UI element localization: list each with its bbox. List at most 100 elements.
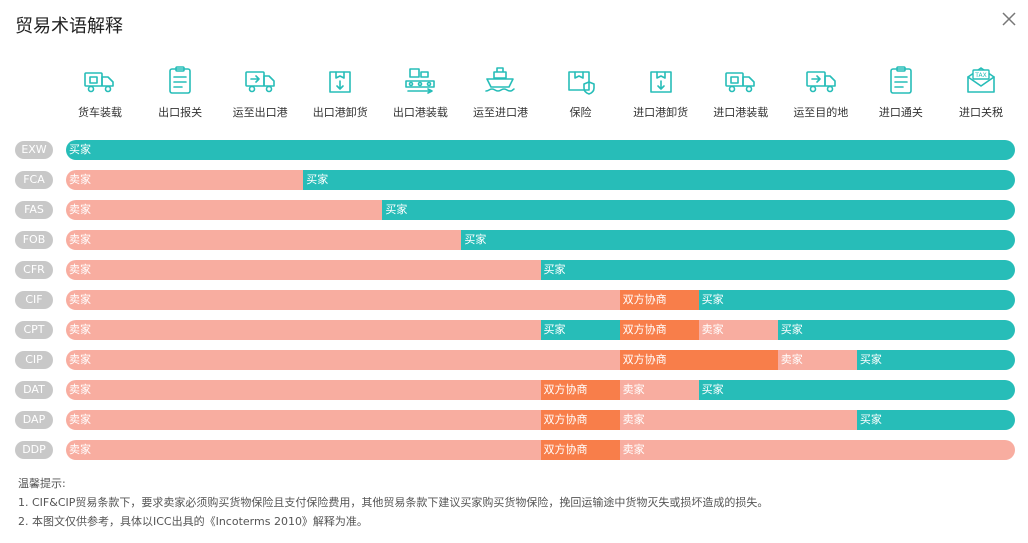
chart-row-fca: FCA 卖家 买家	[0, 170, 1028, 190]
insured-box-icon	[567, 71, 595, 95]
bar-segment-buyer: 买家	[303, 170, 1015, 190]
bar-segment-negotiated: 双方协商	[540, 440, 620, 460]
term-badge: CIF	[15, 291, 53, 309]
step-5: 出口港装载	[375, 64, 465, 120]
chart-row-fas: FAS 卖家 买家	[0, 200, 1028, 220]
step-label: 保险	[569, 106, 592, 119]
chart-row-ddp: DDP 卖家 双方协商 卖家	[0, 440, 1028, 460]
bar-segment-buyer: 买家	[698, 380, 1015, 400]
step-10: 运至目的地	[776, 64, 866, 120]
bar-segment-seller: 卖家	[66, 380, 541, 400]
step-label: 运至出口港	[232, 106, 288, 119]
chart-row-cip: CIP 卖家 双方协商 卖家 买家	[0, 350, 1028, 370]
responsibility-bar: 卖家 买家	[66, 260, 1015, 280]
responsibility-bar: 卖家 买家 双方协商 卖家 买家	[66, 320, 1015, 340]
clipboard-icon	[890, 66, 912, 94]
step-header: 货车装载 出口报关 运至出口港 出口港卸货 出口港装载 运至进口港 保险 进口港卸货 进口港装载…	[0, 64, 1028, 124]
term-badge: CPT	[15, 321, 53, 339]
svg-text:TAX: TAX	[974, 72, 986, 79]
responsibility-bar: 卖家 买家	[66, 230, 1015, 250]
step-label: 出口港装载	[392, 106, 448, 119]
term-badge: EXW	[15, 141, 53, 159]
bar-segment-buyer: 买家	[777, 320, 1015, 340]
chart-row-exw: EXW 买家	[0, 140, 1028, 160]
bar-segment-seller: 卖家	[66, 200, 383, 220]
term-badge: DAP	[15, 411, 53, 429]
box-unload-icon	[329, 71, 352, 93]
term-badge: CIP	[15, 351, 53, 369]
chart-row-dap: DAP 卖家 双方协商 卖家 买家	[0, 410, 1028, 430]
term-badge: FAS	[15, 201, 53, 219]
bar-segment-seller: 卖家	[66, 410, 541, 430]
step-1: 货车装载	[55, 64, 145, 120]
box-unload-icon	[649, 71, 672, 93]
step-2: 出口报关	[135, 64, 225, 120]
bar-segment-seller: 卖家	[66, 170, 304, 190]
bar-segment-seller: 卖家	[66, 320, 541, 340]
bar-segment-buyer: 买家	[382, 200, 1015, 220]
notes-line-2: 2. 本图文仅供参考，具体以ICC出具的《Incoterms 2010》解释为准…	[18, 515, 368, 528]
clipboard-icon	[169, 66, 191, 94]
delivery-truck-icon	[806, 71, 836, 93]
step-7: 保险	[536, 64, 626, 120]
responsibility-bar: 卖家 买家	[66, 200, 1015, 220]
bar-segment-seller: 卖家	[619, 380, 699, 400]
chart-row-dat: DAT 卖家 双方协商 卖家 买家	[0, 380, 1028, 400]
chart-row-cif: CIF 卖家 双方协商 买家	[0, 290, 1028, 310]
bar-segment-seller: 卖家	[66, 290, 620, 310]
responsibility-bar: 买家	[66, 140, 1015, 160]
chart-row-fob: FOB 卖家 买家	[0, 230, 1028, 250]
step-3: 运至出口港	[215, 64, 305, 120]
step-label: 货车装载	[78, 106, 122, 119]
close-icon[interactable]	[1000, 10, 1018, 28]
step-label: 进口关税	[959, 106, 1003, 119]
term-badge: DDP	[15, 441, 53, 459]
step-label: 进口港装载	[713, 106, 769, 119]
step-8: 进口港卸货	[616, 64, 706, 120]
responsibility-bar: 卖家 双方协商 卖家 买家	[66, 380, 1015, 400]
step-label: 进口通关	[878, 106, 923, 119]
bar-segment-seller: 卖家	[66, 260, 541, 280]
step-12: TAX 进口关税	[936, 64, 1026, 120]
chart-row-cpt: CPT 卖家 买家 双方协商 卖家 买家	[0, 320, 1028, 340]
step-label: 运至目的地	[793, 106, 849, 119]
truck-loading-icon	[724, 72, 755, 93]
bar-segment-seller: 卖家	[66, 350, 620, 370]
responsibility-bar: 卖家 双方协商 卖家	[66, 440, 1015, 460]
bar-segment-seller: 卖家	[619, 410, 857, 430]
truck-loading-icon	[84, 72, 114, 93]
ship-icon	[485, 67, 516, 92]
bar-segment-seller: 卖家	[619, 440, 1015, 460]
notes-line-1: 1. CIF&CIP贸易条款下，要求卖家必须购买货物保险且支付保险费用，其他贸易…	[18, 496, 769, 509]
responsibility-bar: 卖家 买家	[66, 170, 1015, 190]
bar-segment-buyer: 买家	[698, 290, 1015, 310]
bar-segment-seller: 卖家	[66, 440, 541, 460]
bar-segment-buyer: 买家	[856, 410, 1015, 430]
term-badge: FOB	[15, 231, 53, 249]
bar-segment-seller: 卖家	[777, 350, 857, 370]
term-badge: FCA	[15, 171, 53, 189]
chart-row-cfr: CFR 卖家 买家	[0, 260, 1028, 280]
step-label: 运至进口港	[472, 106, 528, 119]
bar-segment-seller: 卖家	[66, 230, 462, 250]
step-label: 出口报关	[158, 106, 203, 119]
bar-segment-negotiated: 双方协商	[619, 350, 778, 370]
conveyor-icon	[405, 68, 436, 94]
responsibility-bar: 卖家 双方协商 卖家 买家	[66, 350, 1015, 370]
step-4: 出口港卸货	[295, 64, 385, 120]
bar-segment-buyer: 买家	[540, 320, 620, 340]
term-badge: CFR	[15, 261, 53, 279]
bar-segment-buyer: 买家	[540, 260, 1015, 280]
step-6: 运至进口港	[455, 64, 545, 120]
step-11: 进口通关	[856, 64, 946, 120]
delivery-truck-icon	[245, 71, 275, 93]
responsibility-bar: 卖家 双方协商 买家	[66, 290, 1015, 310]
responsibility-bar: 卖家 双方协商 卖家 买家	[66, 410, 1015, 430]
bar-segment-seller: 卖家	[698, 320, 778, 340]
bar-segment-negotiated: 双方协商	[619, 290, 699, 310]
step-label: 出口港卸货	[312, 106, 368, 119]
bar-segment-negotiated: 双方协商	[619, 320, 699, 340]
bar-segment-buyer: 买家	[461, 230, 1015, 250]
step-label: 进口港卸货	[633, 106, 689, 119]
tax-envelope-icon: TAX	[967, 67, 995, 93]
